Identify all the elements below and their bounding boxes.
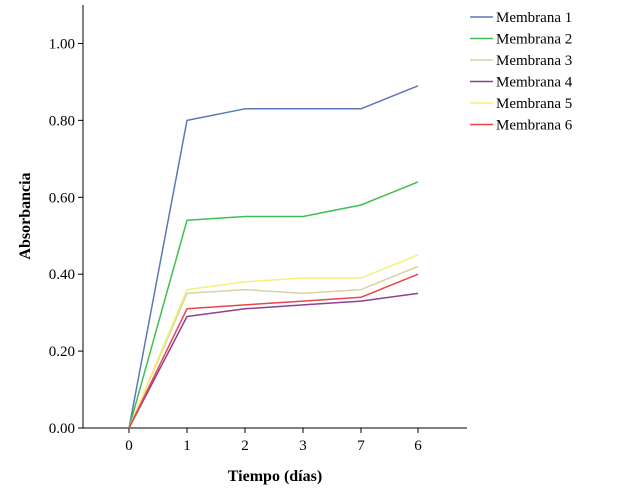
series-line-membrana-1	[128, 85, 419, 429]
series-line-membrana-6	[128, 273, 419, 429]
y-axis: 0.00 0.20 0.40 0.60 0.80 1.00	[49, 5, 84, 437]
series-line-membrana-3	[128, 265, 419, 429]
x-axis-title: Tiempo (días)	[228, 468, 322, 485]
legend-label: Membrana 5	[496, 96, 572, 112]
legend-item: Membrana 1	[470, 10, 572, 26]
x-tick-label: 7	[357, 438, 365, 454]
y-tick-label: 0.60	[49, 190, 75, 206]
legend-item: Membrana 2	[470, 32, 572, 48]
legend-label: Membrana 1	[496, 10, 572, 26]
x-tick-label: 3	[299, 438, 307, 454]
legend-item: Membrana 5	[470, 96, 572, 112]
y-tick-label: 0.00	[49, 421, 75, 437]
legend-item: Membrana 3	[470, 53, 572, 69]
y-tick-label: 0.20	[49, 344, 75, 360]
series-line-membrana-4	[128, 292, 419, 429]
series-line-membrana-5	[128, 254, 419, 429]
x-axis: 0 1 2 3 7 6	[83, 427, 467, 454]
series-line-membrana-2	[128, 181, 419, 429]
legend-item: Membrana 6	[470, 118, 573, 134]
legend-item: Membrana 4	[470, 75, 573, 91]
series-lines	[128, 85, 419, 429]
y-tick-label: 0.40	[49, 267, 75, 283]
legend-label: Membrana 2	[496, 32, 572, 48]
y-tick-label: 1.00	[49, 36, 75, 52]
legend-label: Membrana 6	[496, 118, 573, 134]
legend-label: Membrana 3	[496, 53, 572, 69]
legend-label: Membrana 4	[496, 75, 573, 91]
y-tick-label: 0.80	[49, 113, 75, 129]
x-tick-label: 2	[241, 438, 249, 454]
legend: Membrana 1 Membrana 2 Membrana 3 Membrana 4…	[470, 10, 573, 134]
x-tick-label: 1	[183, 438, 191, 454]
x-tick-label: 6	[414, 438, 422, 454]
y-axis-title: Absorbancia	[17, 172, 34, 259]
x-tick-label: 0	[125, 438, 133, 454]
